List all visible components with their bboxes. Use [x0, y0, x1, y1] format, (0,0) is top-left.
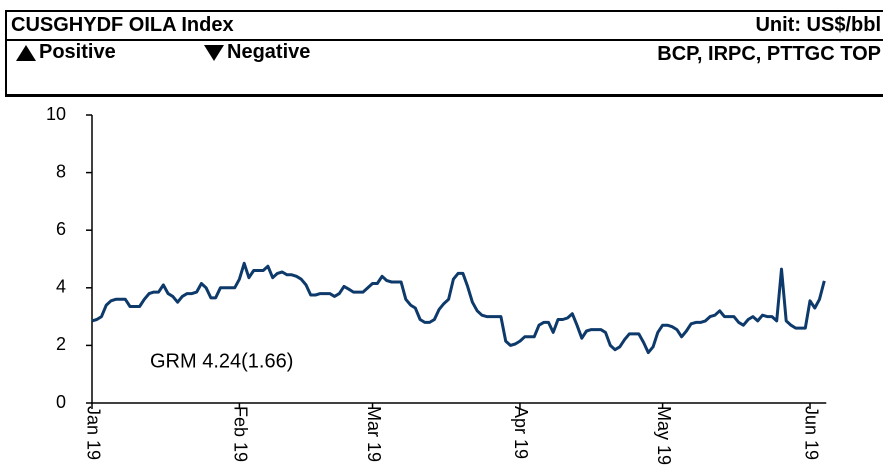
- header-row: CUSGHYDF OILA Index Unit: US$/bbl: [5, 10, 883, 41]
- positive-label: Positive: [39, 41, 116, 63]
- unit: Unit: US$/bbl: [755, 14, 881, 36]
- annotation: GRM 4.24(1.66): [150, 350, 293, 372]
- x-tick-label: Jan 19: [83, 406, 103, 460]
- x-tick-label: Jun 19: [801, 406, 821, 460]
- up-triangle: [16, 45, 36, 61]
- down-triangle: [204, 45, 224, 61]
- y-tick-label: 10: [46, 104, 66, 124]
- header-row: Positive Negative BCP, IRPC, PTTGC TOP: [5, 39, 883, 97]
- negative-label: Negative: [227, 41, 311, 63]
- x-tick-label: Mar 19: [364, 406, 384, 462]
- x-tick-label: May 19: [654, 406, 674, 465]
- stocks: BCP, IRPC, PTTGC TOP: [657, 43, 881, 65]
- x-tick-label: Feb 19: [231, 406, 251, 462]
- header: CUSGHYDF OILA Index Unit: US$/bbl Positi…: [0, 0, 886, 97]
- y-tick-label: 8: [56, 161, 66, 181]
- y-tick-label: 4: [56, 277, 66, 297]
- y-tick-label: 6: [56, 219, 66, 239]
- y-tick-label: 2: [56, 334, 66, 354]
- x-tick-label: Apr 19: [511, 406, 531, 459]
- y-tick-label: 0: [56, 392, 66, 412]
- data-line: [91, 261, 826, 355]
- index-title: CUSGHYDF OILA Index: [11, 14, 234, 36]
